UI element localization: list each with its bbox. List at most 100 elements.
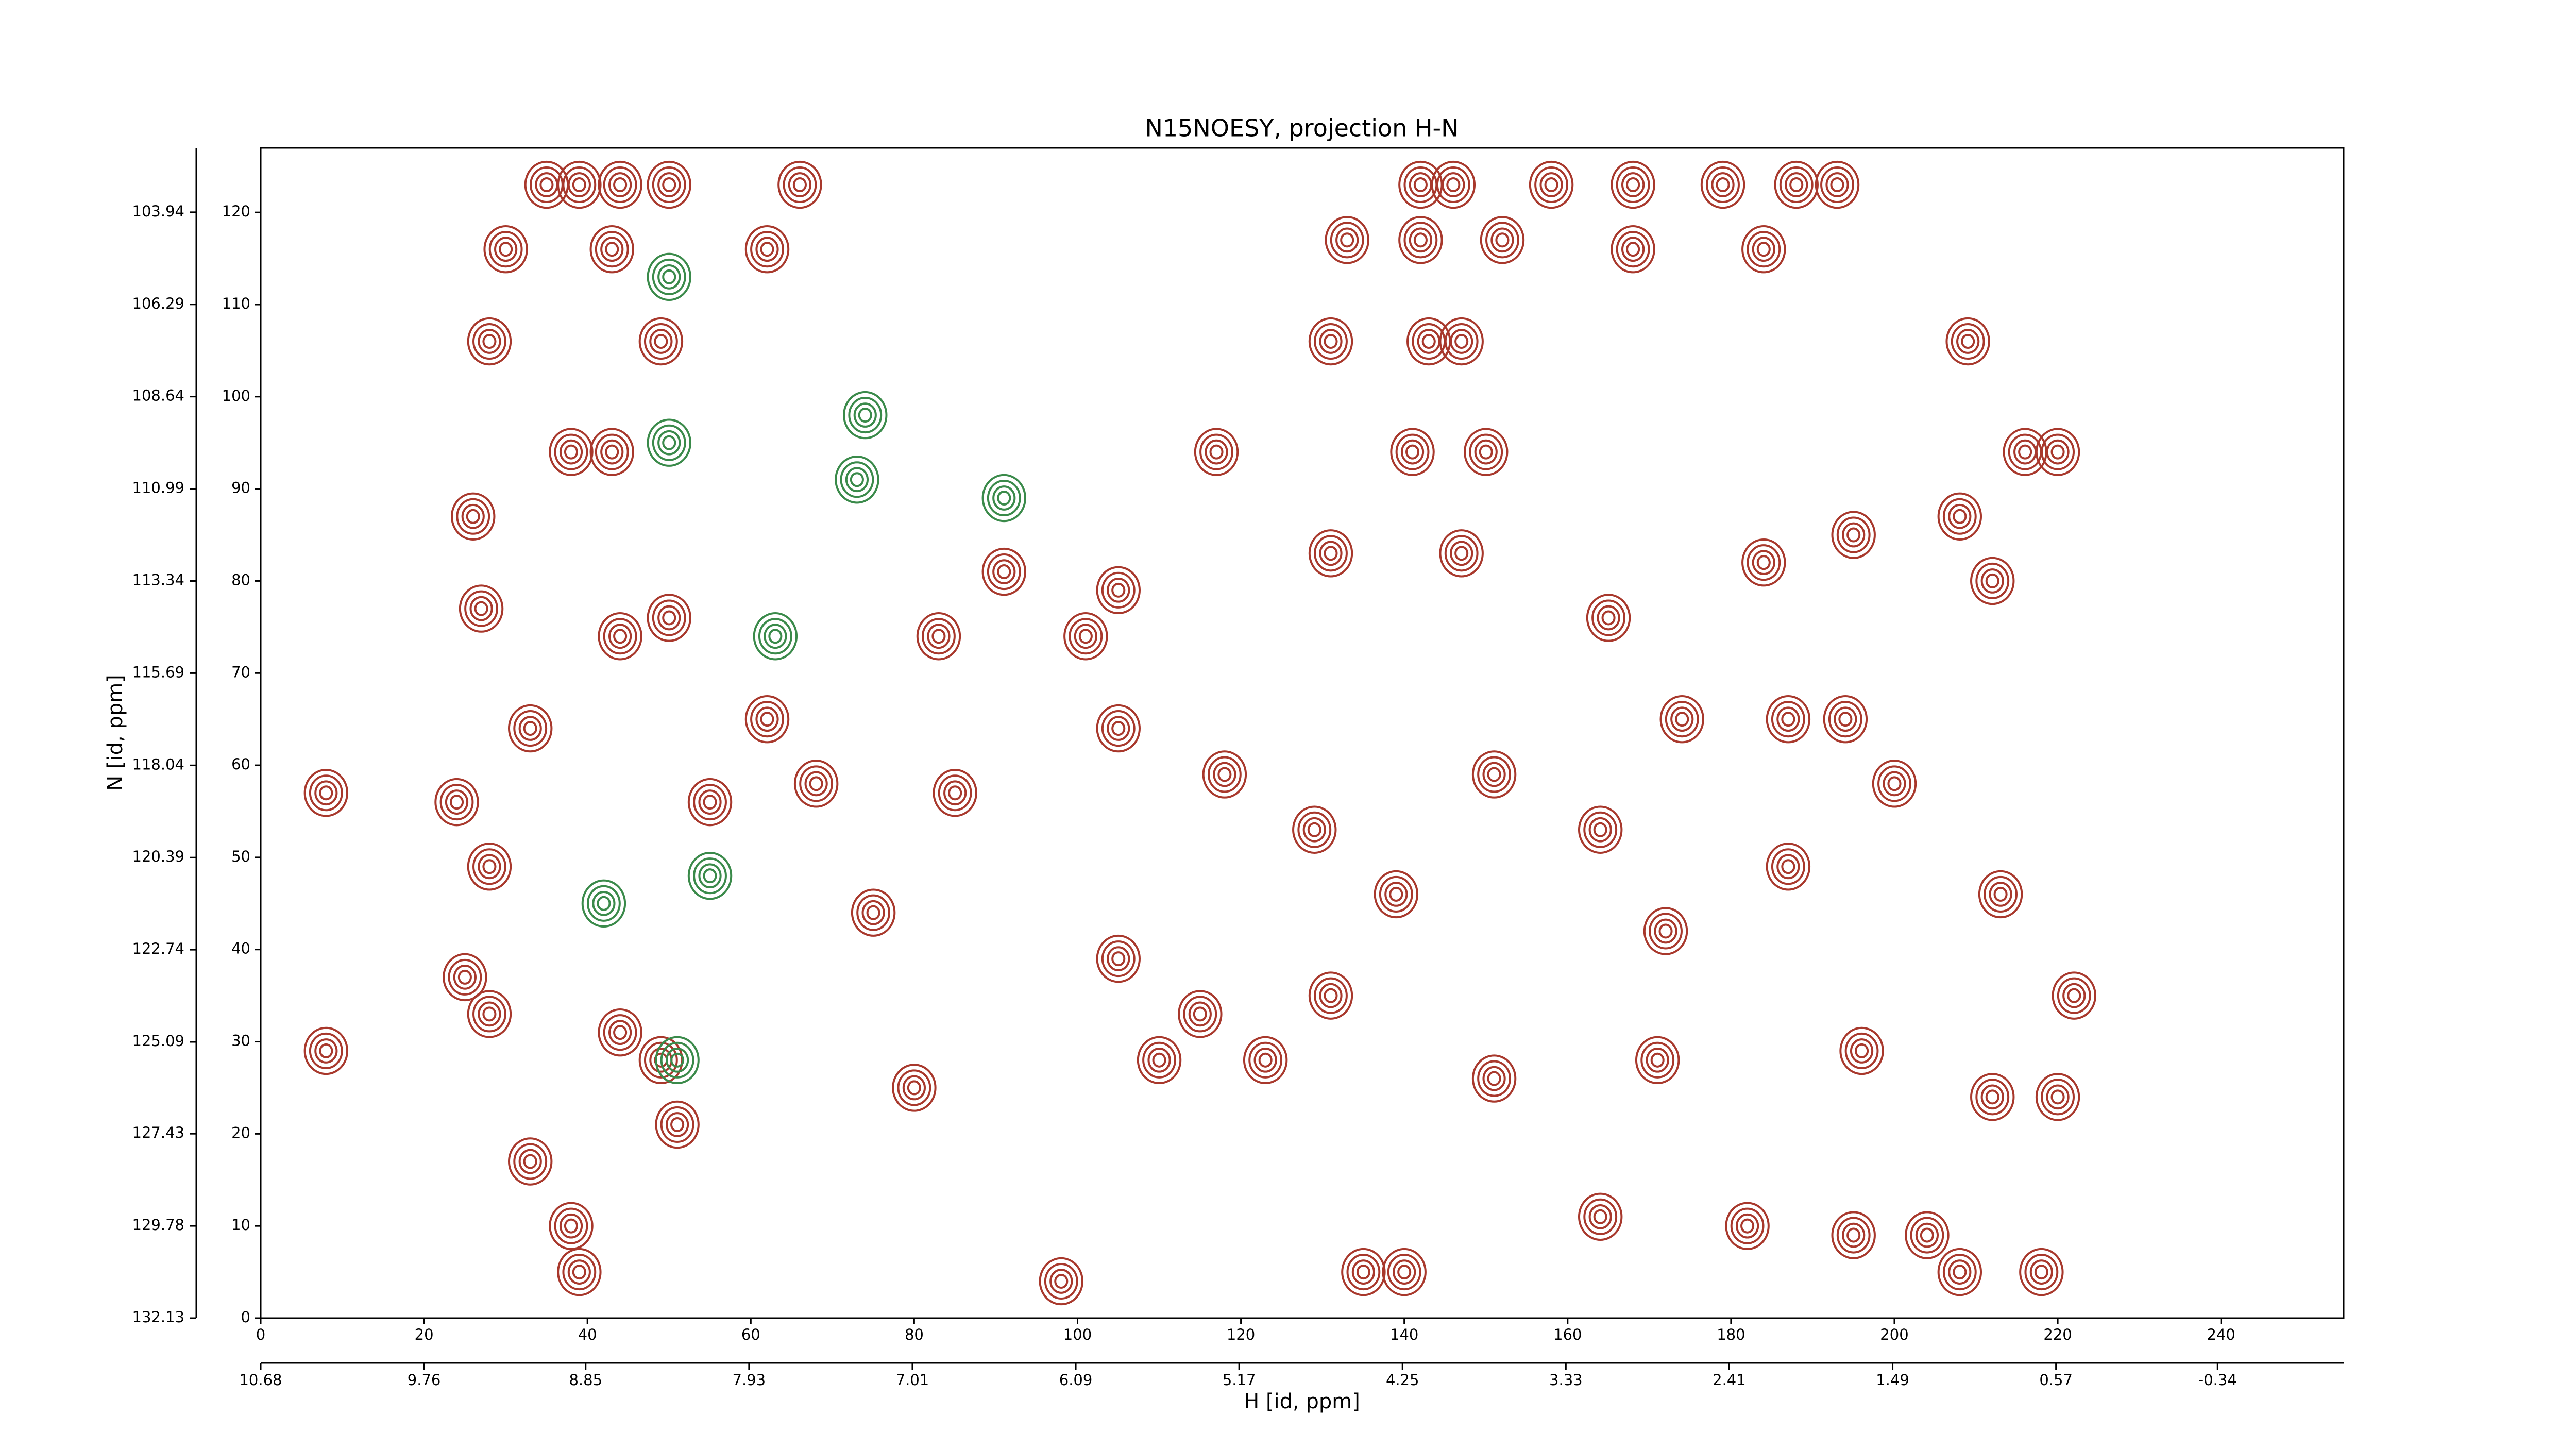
y2-tick-label: 103.94 bbox=[132, 203, 184, 220]
contour-ring bbox=[1975, 562, 2010, 599]
contour-ring bbox=[613, 629, 628, 644]
contour-ring bbox=[608, 1020, 632, 1046]
contour-ring bbox=[478, 1001, 501, 1027]
contour-ring bbox=[1398, 216, 1443, 264]
contour-ring bbox=[1387, 1254, 1421, 1291]
contour-ring bbox=[453, 965, 477, 990]
contour-ring bbox=[464, 590, 498, 627]
contour-ring bbox=[1815, 160, 1860, 209]
contour-ring bbox=[1850, 1038, 1874, 1064]
contour-ring bbox=[760, 712, 774, 727]
x2-tick-label: 0.57 bbox=[2039, 1371, 2073, 1389]
contour-ring bbox=[1591, 599, 1625, 636]
contour-ring bbox=[1593, 822, 1607, 837]
y2-tick-label: 108.64 bbox=[132, 387, 184, 405]
contour-ring bbox=[1096, 934, 1141, 983]
contour-ring bbox=[1846, 1227, 1861, 1243]
contour-ring bbox=[652, 599, 686, 636]
x-tick-label: 220 bbox=[2043, 1326, 2072, 1343]
contour-ring bbox=[1937, 492, 1982, 541]
contour-ring bbox=[482, 1006, 497, 1022]
contour-ring bbox=[987, 479, 1021, 517]
contour-ring bbox=[792, 177, 807, 193]
contour-ring bbox=[1069, 618, 1103, 655]
contour-ring bbox=[1199, 433, 1233, 470]
contour-ring bbox=[856, 894, 891, 931]
x-tick-label: 20 bbox=[415, 1326, 434, 1343]
contour-ring bbox=[1044, 1262, 1078, 1300]
contour-ring bbox=[693, 857, 727, 895]
contour-ring bbox=[981, 474, 1027, 523]
contour-ring bbox=[744, 695, 790, 744]
contour-ring bbox=[777, 160, 822, 209]
contour-ring bbox=[2041, 433, 2075, 470]
contour-ring bbox=[1444, 535, 1479, 572]
plot-frame bbox=[260, 147, 2345, 1319]
contour-ring bbox=[858, 408, 872, 423]
x2-tick-label: 9.76 bbox=[408, 1371, 441, 1389]
contour-ring bbox=[1646, 1047, 1669, 1073]
contour-ring bbox=[657, 172, 681, 197]
contour-ring bbox=[755, 706, 779, 732]
contour-ring bbox=[1945, 317, 1990, 366]
contour-ring bbox=[665, 1047, 689, 1073]
contour-ring bbox=[1431, 160, 1476, 209]
contour-ring bbox=[1111, 721, 1126, 736]
contour-ring bbox=[1588, 817, 1612, 843]
contour-ring bbox=[2050, 1089, 2065, 1105]
contour-ring bbox=[557, 1248, 602, 1296]
contour-ring bbox=[1887, 776, 1902, 791]
contour-ring bbox=[572, 177, 586, 193]
x2-tick-label: 7.93 bbox=[733, 1371, 766, 1389]
contour-ring bbox=[643, 323, 678, 360]
contour-ring bbox=[1477, 1060, 1512, 1097]
contour-ring bbox=[1993, 886, 2008, 902]
contour-ring bbox=[1101, 710, 1136, 747]
contour-ring bbox=[1836, 1217, 1871, 1254]
x2-tick-label: 3.33 bbox=[1549, 1371, 1583, 1389]
contour-ring bbox=[987, 553, 1021, 591]
contour-ring bbox=[1872, 760, 1917, 808]
contour-ring bbox=[1621, 237, 1645, 262]
contour-ring bbox=[564, 1218, 579, 1234]
contour-ring bbox=[1436, 166, 1470, 204]
contour-ring bbox=[1340, 232, 1354, 248]
contour-ring bbox=[1752, 237, 1775, 262]
contour-ring bbox=[2067, 988, 2081, 1003]
contour-ring bbox=[559, 439, 583, 465]
contour-ring bbox=[698, 789, 722, 815]
contour-ring bbox=[1978, 870, 2023, 919]
contour-ring bbox=[1258, 1052, 1273, 1068]
contour-ring bbox=[595, 433, 629, 470]
contour-ring bbox=[922, 618, 956, 655]
contour-ring bbox=[1905, 1211, 1950, 1259]
contour-ring bbox=[897, 1069, 931, 1106]
contour-ring bbox=[1735, 1213, 1759, 1239]
contour-ring bbox=[1975, 1079, 2010, 1116]
contour-ring bbox=[1308, 971, 1353, 1020]
contour-ring bbox=[850, 472, 864, 487]
x2-tick-label: 2.41 bbox=[1713, 1371, 1746, 1389]
contour-ring bbox=[1442, 172, 1465, 197]
contour-ring bbox=[981, 547, 1027, 596]
contour-ring bbox=[1335, 227, 1359, 253]
contour-ring bbox=[652, 424, 686, 461]
contour-ring bbox=[507, 1137, 553, 1186]
contour-ring bbox=[1752, 550, 1775, 576]
contour-ring bbox=[687, 851, 733, 900]
contour-ring bbox=[1403, 222, 1438, 259]
contour-ring bbox=[557, 160, 602, 209]
contour-ring bbox=[744, 225, 790, 274]
contour-ring bbox=[567, 1259, 591, 1285]
contour-ring bbox=[1942, 1254, 1977, 1291]
contour-ring bbox=[750, 231, 784, 268]
contour-ring bbox=[1846, 527, 1861, 543]
contour-ring bbox=[1495, 232, 1510, 248]
contour-ring bbox=[456, 498, 490, 535]
contour-ring bbox=[1597, 605, 1620, 631]
contour-ring bbox=[1588, 1204, 1612, 1229]
x2-tick-label: 8.85 bbox=[569, 1371, 602, 1389]
contour-ring bbox=[1830, 177, 1844, 193]
contour-ring bbox=[2046, 1084, 2070, 1110]
